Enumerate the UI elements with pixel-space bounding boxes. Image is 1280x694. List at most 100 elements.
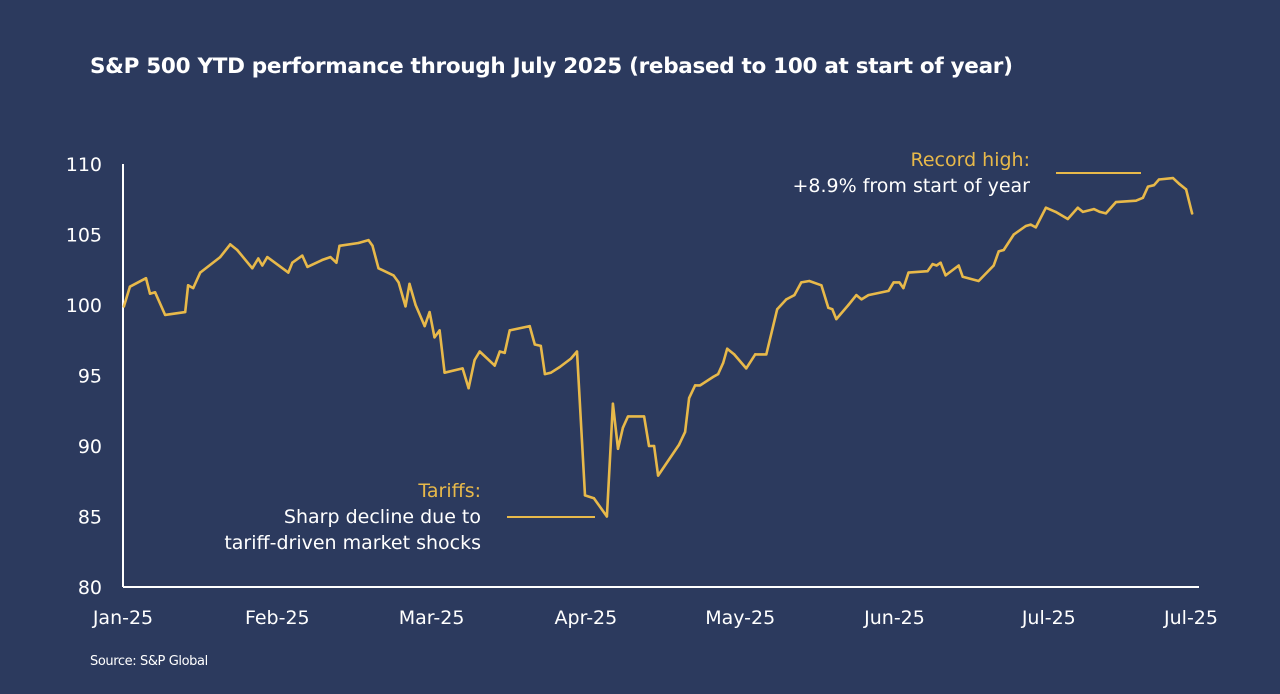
data-point-24: [338, 244, 341, 247]
data-point-120: [1104, 212, 1108, 215]
data-point-23: [335, 261, 338, 264]
data-point-70: [693, 384, 697, 387]
data-point-20: [306, 265, 309, 269]
data-point-14: [257, 257, 260, 260]
data-point-105: [977, 279, 980, 283]
data-point-28: [377, 267, 380, 270]
annotation-record-high-title: Record high:: [910, 149, 1030, 171]
data-point-38: [438, 329, 441, 332]
data-point-80: [776, 308, 779, 311]
data-point-59: [611, 402, 615, 405]
x-tick-label-mar-25-2: Mar-25: [399, 607, 465, 629]
series-points: [122, 176, 1194, 518]
data-point-15: [261, 264, 264, 267]
data-point-54: [569, 357, 573, 360]
data-point-88: [835, 317, 838, 321]
y-tick-label-110: 110: [66, 154, 102, 176]
data-point-112: [1034, 226, 1038, 229]
data-point-34: [414, 303, 417, 307]
data-point-47: [508, 329, 511, 332]
data-point-124: [1146, 185, 1150, 188]
data-point-122: [1134, 199, 1138, 202]
data-point-2: [144, 277, 148, 280]
data-point-17: [287, 271, 290, 274]
data-point-52: [549, 371, 553, 374]
data-point-109: [1012, 233, 1015, 236]
data-point-103: [957, 264, 960, 267]
data-point-61: [621, 426, 625, 429]
data-point-36: [428, 310, 431, 314]
data-point-66: [656, 474, 660, 477]
data-point-108: [1002, 248, 1005, 252]
data-point-29: [392, 274, 395, 277]
annotation-record-high-body: +8.9% from start of year: [792, 175, 1030, 197]
data-point-46: [503, 351, 506, 355]
data-point-71: [698, 384, 702, 387]
data-point-107: [997, 250, 1000, 253]
data-point-60: [616, 447, 620, 451]
data-point-90: [855, 293, 858, 297]
data-point-40: [461, 367, 464, 370]
y-tick-label-90: 90: [78, 436, 102, 458]
data-point-104: [961, 275, 964, 278]
data-point-102: [944, 274, 947, 277]
data-point-101: [939, 261, 942, 264]
data-point-12: [235, 248, 239, 252]
y-tick-label-105: 105: [66, 225, 102, 247]
data-point-37: [433, 336, 436, 339]
data-point-113: [1044, 206, 1048, 209]
data-point-43: [478, 350, 481, 353]
data-point-74: [722, 361, 725, 365]
data-point-127: [1171, 176, 1175, 180]
data-point-89: [847, 303, 850, 307]
data-point-45: [498, 350, 502, 353]
data-point-99: [931, 262, 934, 266]
data-point-91: [860, 298, 863, 301]
data-point-85: [820, 284, 823, 287]
x-tick-label-apr-25-3: Apr-25: [555, 607, 618, 629]
data-point-65: [652, 444, 656, 448]
data-point-5: [163, 313, 167, 317]
data-point-27: [371, 244, 374, 247]
annotation-tariffs-body-line2: tariff-driven market shocks: [224, 532, 481, 554]
data-point-115: [1066, 217, 1069, 221]
series-line-sp500: [122, 176, 1194, 518]
data-point-7: [186, 284, 190, 287]
data-point-96: [902, 286, 905, 290]
data-point-77: [745, 367, 748, 370]
data-point-123: [1141, 196, 1145, 200]
data-point-44: [493, 364, 496, 367]
x-axis-ticks: Jan-25 Feb-25 Mar-25 Apr-25 May-25 Jun-25 Jul-…: [92, 607, 1218, 629]
data-point-50: [539, 344, 543, 348]
data-point-56: [583, 494, 587, 497]
data-point-114: [1054, 210, 1057, 214]
data-point-6: [183, 310, 187, 314]
x-tick-label-jun-25-5: Jun-25: [863, 607, 925, 629]
data-point-110: [1024, 224, 1028, 228]
data-point-84: [808, 279, 811, 283]
data-point-130: [1190, 212, 1194, 215]
data-point-118: [1092, 207, 1096, 211]
data-point-121: [1114, 200, 1118, 204]
data-point-126: [1157, 178, 1161, 181]
y-tick-label-80: 80: [78, 577, 102, 599]
data-point-117: [1081, 210, 1085, 214]
data-point-62: [626, 415, 630, 418]
data-point-73: [716, 372, 720, 376]
data-point-76: [732, 353, 736, 356]
data-point-94: [892, 281, 895, 284]
data-point-64: [647, 444, 651, 448]
data-point-4: [153, 291, 157, 294]
data-point-33: [408, 282, 411, 286]
data-point-106: [992, 264, 995, 267]
annotation-tariffs: Tariffs: Sharp decline due to tariff-dri…: [224, 480, 595, 554]
data-point-98: [926, 269, 929, 273]
data-point-57: [592, 496, 596, 500]
data-point-11: [229, 243, 232, 246]
data-point-48: [528, 324, 531, 328]
x-tick-label-jul-25-6: Jul-25: [1021, 607, 1076, 629]
data-point-55: [575, 350, 579, 353]
data-point-31: [397, 281, 400, 284]
data-point-42: [473, 358, 476, 362]
